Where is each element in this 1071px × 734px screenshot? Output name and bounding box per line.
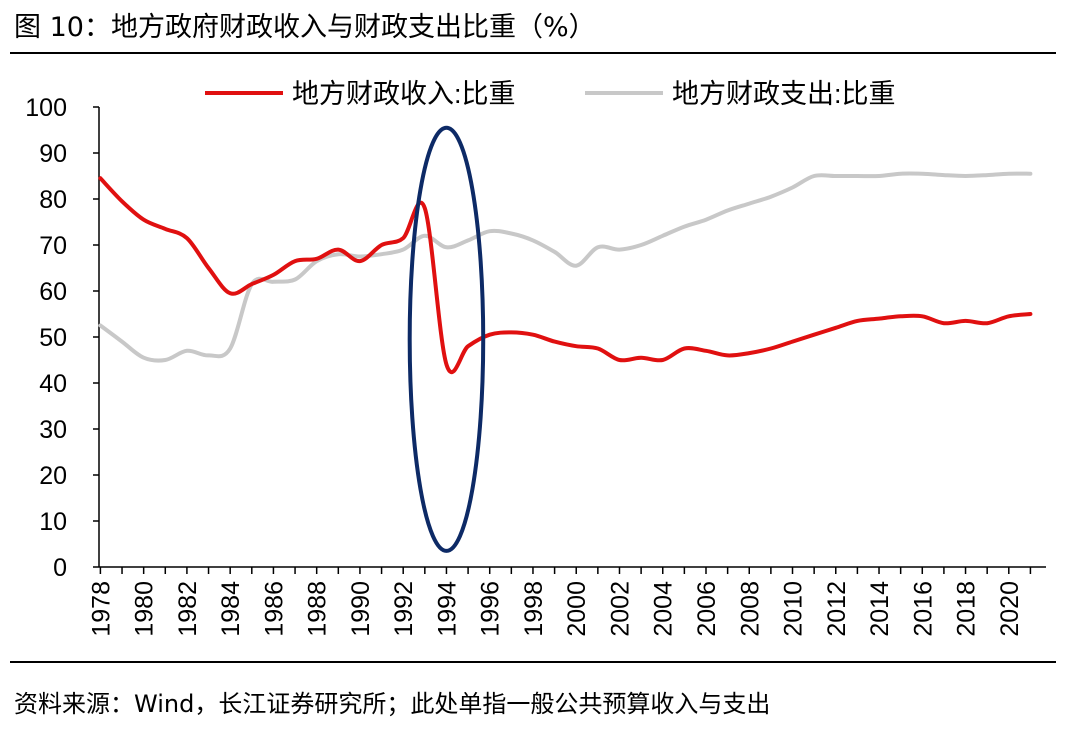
- series-line-revenue: [98, 176, 1033, 375]
- x-tick-label: 1994: [433, 581, 461, 637]
- figure-title: 图 10：地方政府财政收入与财政支出比重（%）: [14, 12, 596, 43]
- y-tick-label: 70: [39, 232, 67, 260]
- x-tick-label: 2004: [650, 581, 678, 637]
- x-tick-label: 2018: [953, 581, 981, 637]
- x-tick-label: 1982: [174, 581, 202, 637]
- highlight-ellipse: [407, 125, 486, 553]
- x-tick-label: 1996: [477, 581, 505, 637]
- legend-label-revenue: 地方财政收入:比重: [292, 79, 516, 109]
- x-tick-label: 2020: [996, 581, 1024, 637]
- title-rule: [10, 52, 1056, 54]
- y-axis: 0 10 20 30 40 50 60 70 80 90 100: [25, 94, 100, 582]
- y-tick-label: 100: [25, 94, 67, 122]
- x-tick-label: 2008: [736, 581, 764, 637]
- legend-label-expenditure: 地方财政支出:比重: [672, 79, 896, 109]
- x-tick-label: 1998: [520, 581, 548, 637]
- y-tick-label: 0: [53, 554, 67, 582]
- x-tick-label: 2006: [693, 581, 721, 637]
- x-tick-label: 2002: [606, 581, 634, 637]
- series-line-expenditure: [98, 171, 1033, 363]
- x-tick-label: 1980: [131, 581, 159, 637]
- x-tick-label: 1988: [304, 581, 332, 637]
- x-tick-label: 1986: [260, 581, 288, 637]
- x-tick-label: 2016: [909, 581, 937, 637]
- y-tick-label: 10: [39, 508, 67, 536]
- x-tick-label: 1990: [347, 581, 375, 637]
- x-tick-label: 1978: [87, 581, 115, 637]
- y-tick-label: 40: [39, 370, 67, 398]
- chart-legend: 地方财政收入:比重 地方财政支出:比重: [205, 79, 896, 109]
- y-tick-label: 90: [39, 140, 67, 168]
- plot-area: [98, 125, 1033, 553]
- x-tick-label: 1992: [390, 581, 418, 637]
- x-tick-label: 2014: [866, 581, 894, 637]
- x-tick-label: 2000: [563, 581, 591, 637]
- x-axis: 1978 1980 1982 1984 1986 1988 1990 1992 1994 1996…: [87, 566, 1046, 637]
- y-tick-label: 20: [39, 462, 67, 490]
- y-tick-label: 50: [39, 324, 67, 352]
- y-tick-label: 30: [39, 416, 67, 444]
- y-tick-label: 80: [39, 186, 67, 214]
- y-tick-label: 60: [39, 278, 67, 306]
- x-tick-label: 2010: [780, 581, 808, 637]
- source-note: 资料来源：Wind，长江证券研究所；此处单指一般公共预算收入与支出: [14, 690, 771, 718]
- source-rule: [10, 661, 1056, 663]
- x-tick-label: 1984: [217, 581, 245, 637]
- x-tick-label: 2012: [823, 581, 851, 637]
